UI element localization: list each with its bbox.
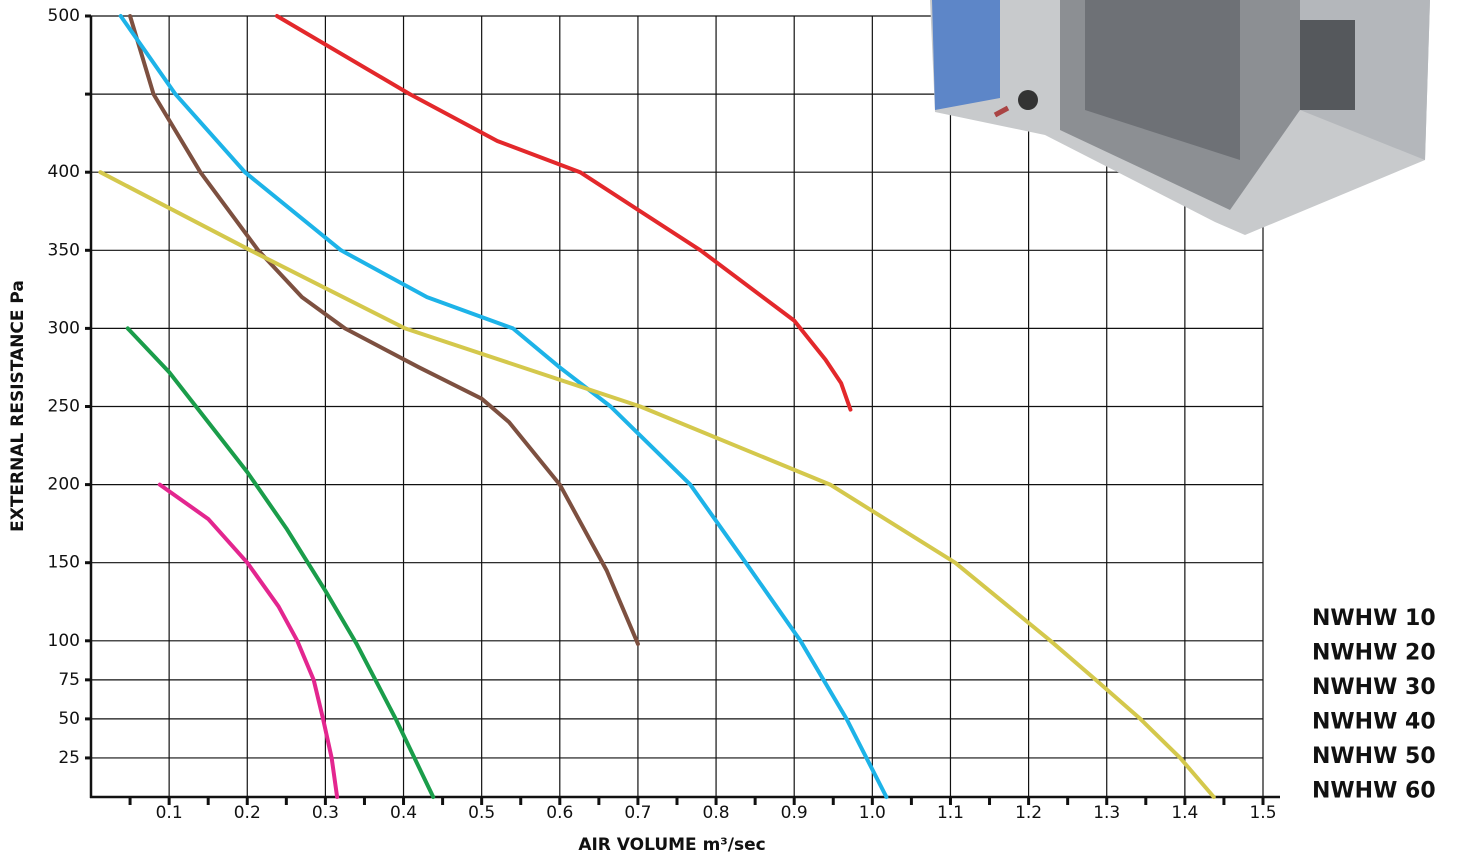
x-tick-label: 0.2 (234, 803, 261, 823)
x-tick-label: 0.7 (624, 803, 651, 823)
x-tick-label: 1.1 (937, 803, 964, 823)
y-tick-label: 300 (48, 318, 80, 338)
series-line (125, 326, 436, 799)
x-tick-label: 1.4 (1171, 803, 1198, 823)
plot: NWHW 10 NWHW 20 NWHW 30 NWHW 40 NWHW 50 NWHW … (98, 14, 1436, 804)
legend-entry: NWHW 20 (1312, 641, 1436, 666)
y-tick-label: 25 (58, 748, 80, 768)
y-tick-label: 100 (48, 631, 80, 651)
x-tick-label: 1.0 (859, 803, 886, 823)
x-axis-title: AIR VOLUME m³/sec (578, 835, 765, 855)
legend-entry: NWHW 50 (1312, 744, 1436, 769)
legend-entry: NWHW 10 (1312, 606, 1436, 631)
series-line (128, 14, 640, 646)
y-tick-label: 400 (48, 162, 80, 182)
x-tick-label: 1.3 (1093, 803, 1120, 823)
legend-entry: NWHW 40 (1312, 710, 1436, 735)
y-axis-title: EXTERNAL RESISTANCE Pa (8, 280, 28, 532)
x-tick-label: 0.4 (390, 803, 417, 823)
legend-entry: NWHW 60 (1312, 779, 1436, 804)
x-tick-label: 0.3 (312, 803, 339, 823)
legend-entry: NWHW 30 (1312, 675, 1436, 700)
y-tick-label: 350 (48, 240, 80, 260)
grid: 25 50 75 100 150 200 250 300 350 400 500 0.1 0.2 0.3 0… (48, 6, 1277, 823)
x-tick-label: 0.8 (703, 803, 730, 823)
x-tick-label: 1.5 (1249, 803, 1276, 823)
x-tick-label: 0.5 (468, 803, 495, 823)
series-line (118, 14, 889, 799)
series-line (98, 170, 1216, 799)
y-tick-label: 500 (48, 6, 80, 26)
x-tick-label: 0.9 (781, 803, 808, 823)
y-tick-label: 150 (48, 553, 80, 573)
x-tick-label: 1.2 (1015, 803, 1042, 823)
x-tick-label: 0.6 (546, 803, 573, 823)
series-line (274, 14, 853, 412)
y-tick-label: 250 (48, 397, 80, 417)
series-line (157, 482, 340, 799)
y-tick-label: 75 (58, 670, 80, 690)
y-tick-label: 50 (58, 709, 80, 729)
y-tick-label: 200 (48, 475, 80, 495)
product-photo (930, 0, 1430, 235)
x-tick-label: 0.1 (156, 803, 183, 823)
